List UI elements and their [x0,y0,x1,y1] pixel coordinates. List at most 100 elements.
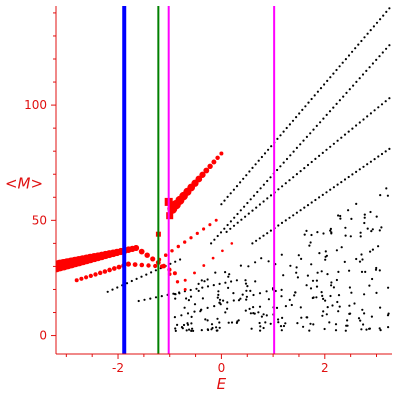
data-point [249,312,252,315]
data-point [388,97,391,100]
data-point [281,316,284,319]
data-point [175,280,180,284]
data-point [369,112,372,115]
data-point [270,145,273,148]
x-tick-label: 0 [218,361,226,375]
data-point [352,84,355,87]
data-point [262,200,265,203]
data-point [358,168,361,171]
data-point [258,203,261,206]
data-point [192,329,195,332]
data-point [385,10,388,13]
data-point [259,325,262,328]
data-point [379,329,382,332]
data-point [218,301,221,304]
data-point [320,291,323,294]
data-point [382,14,385,17]
data-point [346,324,349,327]
data-point [185,297,188,300]
data-point [169,262,172,265]
data-point [319,87,323,90]
data-point [255,239,258,242]
data-point [375,21,379,24]
data-point [316,231,319,234]
data-point [305,229,308,232]
data-point [197,282,200,285]
data-point [315,285,319,288]
data-point [322,232,325,235]
data-point [232,224,236,227]
data-point [365,328,368,331]
data-point [174,293,177,296]
data-point [207,163,213,169]
data-point [323,83,326,86]
data-point [245,298,248,301]
data-point [310,233,313,237]
data-point [176,244,180,249]
data-point [269,322,272,325]
data-point [335,68,338,72]
data-point [387,326,390,329]
data-point [190,315,193,318]
data-point [146,263,151,268]
data-point [295,266,298,269]
data-point [207,328,210,332]
data-point [346,319,349,322]
data-point [360,253,363,256]
y-tick-label: 100 [24,98,47,112]
data-point [255,206,258,209]
data-point [295,173,298,176]
data-point [315,296,318,299]
data-point [203,167,210,174]
data-point [311,279,315,282]
data-point [267,260,270,263]
data-point [371,277,374,281]
data-point [324,299,327,302]
data-point [239,181,242,184]
data-point [282,130,285,133]
data-point [377,245,380,248]
data-point [257,159,260,162]
data-point [379,306,382,309]
data-point [372,25,375,28]
data-point [180,326,184,329]
data-point [217,290,220,293]
data-point [218,282,221,285]
data-point [298,112,301,115]
data-point [170,249,174,253]
data-point [263,152,267,155]
data-point [166,212,174,220]
data-point [210,242,213,245]
data-point [296,276,299,279]
data-point [310,201,313,204]
data-point [235,185,239,188]
data-point [183,306,186,309]
data-point [211,326,214,330]
data-point [379,18,382,21]
data-point [239,264,242,267]
data-point [206,319,209,322]
data-point [160,264,164,269]
data-point [265,314,268,317]
data-point [245,289,248,292]
data-point [193,310,196,313]
data-point [336,183,339,186]
data-point [280,253,283,256]
data-point [288,298,291,301]
data-point [250,327,253,330]
data-point [176,323,179,326]
data-point [154,296,158,299]
data-point [143,298,146,301]
data-point [357,317,361,320]
data-point [369,29,372,32]
data-point [222,299,225,302]
data-point [369,250,372,253]
data-point [355,124,358,127]
data-point [274,289,277,293]
data-point [133,245,140,251]
data-point [381,51,384,54]
data-point [370,230,373,233]
data-point [375,291,378,294]
data-point [348,88,351,91]
